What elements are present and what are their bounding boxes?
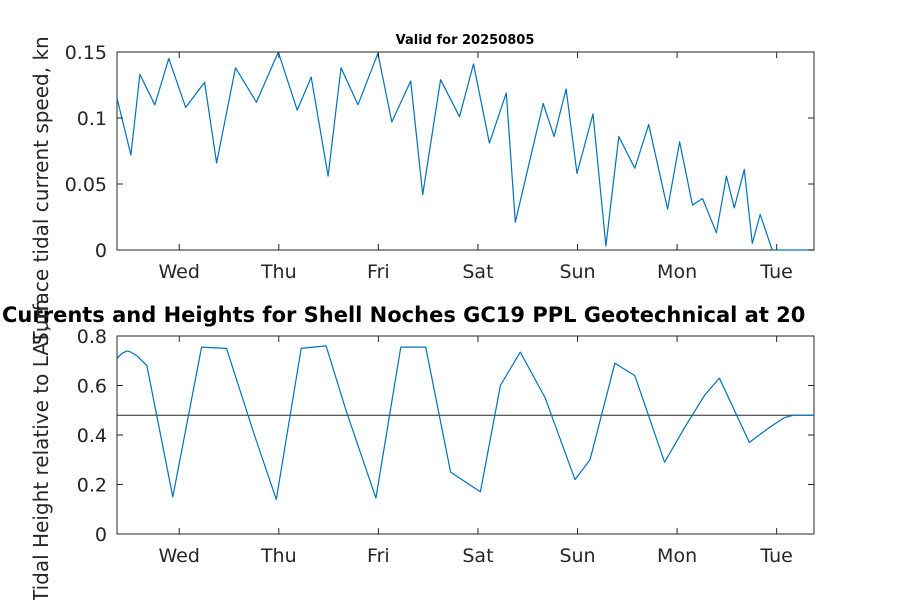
current-speed-axes xyxy=(116,51,815,251)
tidal-height-x-tick-label: Sat xyxy=(462,545,493,567)
current-speed-x-tick-label: Fri xyxy=(367,261,390,283)
current-speed-title: Valid for 20250805 xyxy=(396,33,535,48)
tidal-height-title: Currents and Heights for Shell Noches GC… xyxy=(2,303,805,327)
current-speed-x-tick-label: Mon xyxy=(657,261,697,283)
current-speed-x-ticks: Wed Thu Fri Sat Sun Mon Tue xyxy=(159,52,793,283)
tidal-height-series-layer xyxy=(116,345,814,500)
current-speed-x-tick-label: Sun xyxy=(559,261,595,283)
tidal-height-y-tick-label: 0.4 xyxy=(77,425,107,447)
tidal-height-x-tick-label: Sun xyxy=(559,545,595,567)
current-speed-y-tick-label: 0 xyxy=(95,240,107,262)
current-speed-x-tick-label: Thu xyxy=(260,261,297,283)
current-speed-y-tick-label: 0.05 xyxy=(65,174,107,196)
tidal-height-series-line xyxy=(116,345,814,500)
tidal-height-x-tick-label: Fri xyxy=(367,545,390,567)
tidal-height-x-tick-label: Wed xyxy=(159,545,200,567)
tidal-height-y-tick-label: 0.2 xyxy=(77,475,107,497)
current-speed-y-ticks: 0 0.05 0.1 0.15 xyxy=(65,42,814,262)
current-speed-series-layer xyxy=(116,51,814,251)
tidal-height-panel: Wed Thu Fri Sat Sun Mon Tue 0 0.2 0.4 0.6 0.8 Curr… xyxy=(2,303,815,567)
current-speed-series-line xyxy=(116,51,814,251)
tidal-height-x-ticks: Wed Thu Fri Sat Sun Mon Tue xyxy=(159,336,793,567)
tidal-height-y-tick-label: 0 xyxy=(95,524,107,546)
current-speed-y-tick-label: 0.1 xyxy=(77,108,107,130)
current-speed-y-axis-label: Surface tidal current speed, kn xyxy=(29,36,53,345)
current-speed-x-tick-label: Tue xyxy=(759,261,792,283)
tidal-height-x-tick-label: Mon xyxy=(657,545,697,567)
current-speed-y-tick-label: 0.15 xyxy=(65,42,107,64)
tidal-height-y-ticks: 0 0.2 0.4 0.6 0.8 xyxy=(77,326,814,546)
current-speed-x-tick-label: Sat xyxy=(462,261,493,283)
current-speed-panel: Wed Thu Fri Sat Sun Mon Tue 0 0.05 0.1 0.15 Valid… xyxy=(65,33,815,283)
current-speed-x-tick-label: Wed xyxy=(159,261,200,283)
tidal-height-axes xyxy=(116,335,815,535)
tidal-height-y-axis-label: Tidal Height relative to LAT, m xyxy=(29,299,53,600)
tidal-height-y-tick-label: 0.8 xyxy=(77,326,107,348)
tidal-height-y-tick-label: 0.6 xyxy=(77,376,107,398)
tidal-height-x-tick-label: Thu xyxy=(260,545,297,567)
tidal-height-x-tick-label: Tue xyxy=(759,545,792,567)
